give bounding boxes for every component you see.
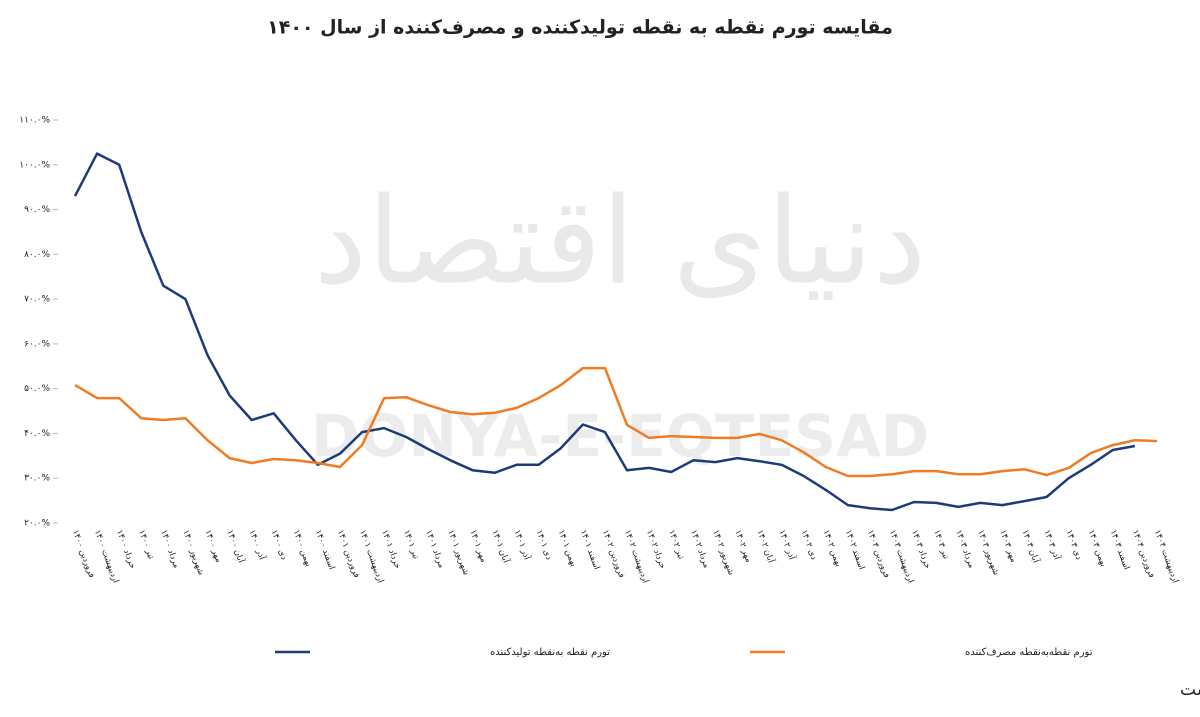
x-tick-label: مهر ۱۴۰۱ (467, 528, 488, 564)
y-tick-label: ۴۰.۰% (24, 429, 50, 439)
x-tick-label: اسفند ۱۴۰۰ (313, 528, 337, 571)
x-tick-label: مرداد ۱۴۰۱ (423, 528, 446, 569)
x-tick-label: تیر ۱۴۰۰ (136, 528, 156, 561)
y-tick-label: ۸۰.۰% (24, 250, 50, 260)
x-tick-label: فروردین ۱۴۰۱ (335, 528, 362, 579)
x-tick-label: مرداد ۱۴۰۲ (688, 528, 711, 569)
y-tick-label: ۲۰.۰% (24, 519, 50, 529)
x-tick-label: مهر ۱۴۰۰ (202, 528, 223, 564)
footnote: تورم تولیدکننده بر اساس آمارهای بانک مرک… (1180, 678, 1200, 700)
series-line (73, 152, 1136, 512)
x-tick-label: آبان ۱۴۰۰ (224, 528, 247, 565)
x-tick-label: آبان ۱۴۰۲ (754, 528, 777, 565)
x-tick-label: اسفند ۱۴۰۲ (843, 528, 867, 571)
x-tick-label: شهریور ۱۴۰۳ (975, 528, 1001, 576)
chart-title: مقایسه تورم نقطه به نقطه تولیدکننده و مص… (267, 17, 893, 39)
x-tick-label: بهمن ۱۴۰۰ (291, 528, 314, 568)
x-tick-label: تیر ۱۴۰۳ (931, 528, 951, 561)
y-tick-label: ۶۰.۰% (24, 339, 50, 349)
x-tick-label: شهریور ۱۴۰۱ (445, 528, 471, 576)
x-tick-label: آبان ۱۴۰۱ (489, 528, 512, 565)
x-tick-label: تیر ۱۴۰۱ (401, 528, 421, 561)
x-tick-label: دی ۱۴۰۰ (269, 528, 289, 561)
x-tick-label: خرداد ۱۴۰۲ (644, 528, 667, 570)
y-tick-label: ۳۰.۰% (24, 474, 50, 484)
x-tick-label: آذر ۱۴۰۳ (1041, 528, 1063, 562)
y-tick-label: ۵۰.۰% (24, 384, 50, 394)
x-tick-label: آذر ۱۴۰۱ (511, 528, 533, 562)
y-tick-label: ۷۰.۰% (24, 295, 50, 305)
x-tick-label: خرداد ۱۴۰۱ (379, 528, 402, 570)
x-tick-label: بهمن ۱۴۰۲ (821, 528, 844, 568)
y-tick-label: ۱۱۰.۰% (19, 116, 50, 126)
x-tick-label: آبان ۱۴۰۳ (1019, 528, 1042, 565)
x-tick-label: اسفند ۱۴۰۱ (578, 528, 602, 571)
x-tick-label: فروردین ۱۴۰۳ (865, 528, 892, 579)
x-tick-label: فروردین ۱۴۰۰ (70, 528, 97, 579)
x-tick-label: خرداد ۱۴۰۰ (114, 528, 137, 570)
legend-label: تورم نقطه‌به‌نقطه مصرف‌کننده (965, 647, 1093, 658)
x-tick-label: خرداد ۱۴۰۳ (909, 528, 932, 570)
x-tick-label: مهر ۱۴۰۲ (732, 528, 753, 564)
x-tick-label: بهمن ۱۴۰۳ (1086, 528, 1109, 568)
x-tick-label: دی ۱۴۰۱ (534, 528, 554, 561)
x-tick-label: آذر ۱۴۰۰ (246, 528, 268, 562)
x-tick-label: اردیبهشت ۱۴۰۴ (1152, 528, 1181, 584)
x-tick-label: تیر ۱۴۰۲ (666, 528, 686, 561)
x-tick-label: شهریور ۱۴۰۰ (180, 528, 206, 576)
x-tick-label: مرداد ۱۴۰۰ (158, 528, 181, 569)
x-tick-label: دی ۱۴۰۳ (1064, 528, 1084, 561)
legend-label: تورم نقطه به‌نقطه تولیدکننده (490, 647, 610, 658)
x-tick-label: مهر ۱۴۰۳ (997, 528, 1018, 564)
y-tick-label: ۹۰.۰% (24, 205, 50, 215)
series-line (74, 366, 1158, 478)
x-tick-label: دی ۱۴۰۲ (799, 528, 819, 561)
y-tick-label: ۱۰۰.۰% (19, 160, 50, 170)
x-tick-label: فروردین ۱۴۰۴ (1130, 528, 1157, 579)
x-tick-label: آذر ۱۴۰۲ (776, 528, 798, 562)
x-tick-label: بهمن ۱۴۰۱ (556, 528, 579, 568)
x-tick-label: شهریور ۱۴۰۲ (710, 528, 736, 576)
x-tick-label: مرداد ۱۴۰۳ (953, 528, 976, 569)
watermark: دنیای اقتصاد (314, 173, 927, 312)
x-tick-label: اسفند ۱۴۰۳ (1108, 528, 1132, 571)
x-tick-label: فروردین ۱۴۰۲ (600, 528, 627, 579)
